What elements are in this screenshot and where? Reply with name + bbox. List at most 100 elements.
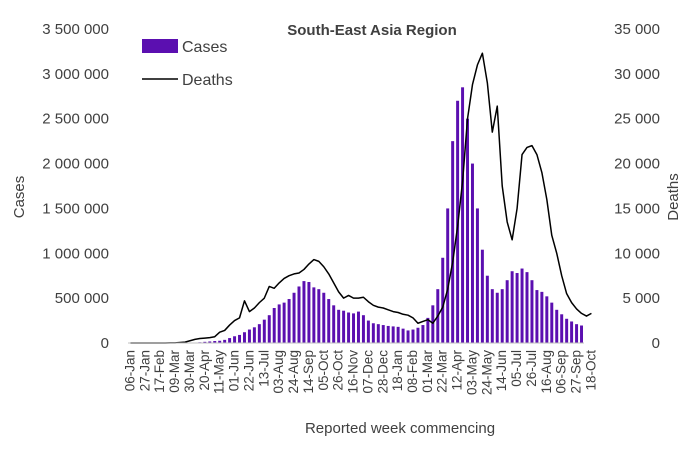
cases-bar — [490, 289, 494, 343]
cases-bar — [441, 257, 445, 343]
x-tick-label: 14-Sep — [301, 350, 316, 394]
cases-bar — [257, 324, 261, 343]
x-tick-label: 06-Sep — [554, 350, 569, 394]
cases-bars — [183, 87, 583, 344]
x-tick-label: 14-Jun — [494, 350, 509, 391]
cases-bar — [238, 334, 241, 343]
x-tick-label: 16-Nov — [346, 350, 361, 394]
left-tick-label: 3 000 000 — [42, 66, 109, 83]
cases-bar — [391, 326, 395, 343]
cases-bar — [203, 341, 207, 343]
legend-swatch-cases — [142, 39, 178, 53]
x-tick-label: 22-Jun — [241, 350, 256, 391]
cases-bar — [297, 286, 301, 343]
cases-bar — [361, 315, 365, 343]
x-tick-label: 26-Oct — [331, 350, 346, 391]
cases-bar — [426, 317, 430, 343]
cases-bar — [545, 296, 549, 343]
x-tick-label: 24-May — [479, 350, 494, 395]
cases-bar — [322, 292, 326, 343]
legend-label-deaths: Deaths — [182, 72, 233, 89]
cases-bar — [485, 275, 489, 343]
x-tick-label: 27-Jan — [137, 350, 152, 391]
right-tick-label: 15 000 — [614, 200, 660, 217]
right-tick-label: 5 000 — [622, 290, 660, 307]
x-tick-label: 01-Jun — [227, 350, 242, 391]
cases-bar — [550, 302, 554, 343]
right-tick-label: 25 000 — [614, 111, 660, 128]
cases-bar — [247, 329, 251, 343]
x-tick-label: 01-Mar — [420, 350, 435, 393]
legend: Cases Deaths — [142, 39, 233, 89]
cases-bar — [262, 319, 266, 343]
cases-bar — [411, 329, 415, 343]
x-tick-label: 11-May — [212, 350, 227, 394]
x-axis-title: Reported week commencing — [305, 420, 495, 437]
cases-bar — [565, 318, 569, 343]
right-tick-label: 20 000 — [614, 156, 660, 173]
cases-bar — [302, 281, 306, 343]
cases-bar — [218, 340, 222, 343]
cases-bar — [317, 289, 321, 343]
cases-bar — [342, 310, 346, 343]
cases-bar — [475, 208, 479, 343]
left-tick-label: 500 000 — [55, 290, 109, 307]
x-axis-ticks: 06-Jan 27-Jan 17-Feb 09-Mar 30-Mar 20-Apr 11-M… — [122, 350, 598, 396]
cases-bar — [287, 299, 291, 343]
cases-bar — [267, 315, 271, 343]
cases-bar — [466, 118, 469, 344]
cases-bar — [356, 311, 360, 343]
left-tick-label: 0 — [101, 335, 109, 352]
x-tick-label: 17-Feb — [152, 350, 167, 393]
cases-bar — [535, 290, 539, 343]
cases-bar — [500, 289, 504, 343]
x-tick-label: 26-Jul — [524, 350, 539, 387]
cases-bar — [560, 314, 564, 343]
x-tick-label: 08-Feb — [405, 350, 420, 393]
cases-bar — [525, 272, 529, 343]
cases-bar — [272, 308, 276, 343]
cases-bar — [580, 325, 583, 343]
cases-bar — [252, 327, 256, 343]
cases-bar — [480, 249, 484, 343]
left-tick-label: 2 000 000 — [42, 156, 109, 173]
x-tick-label: 24-Aug — [286, 350, 301, 394]
x-tick-label: 09-Mar — [167, 350, 182, 393]
cases-bar — [555, 309, 559, 343]
right-axis-ticks: 0 5 000 10 000 15 000 20 000 25 000 30 000 35 0… — [614, 21, 660, 352]
x-tick-label: 28-Dec — [375, 350, 390, 394]
cases-bar — [575, 324, 579, 343]
cases-bar — [381, 325, 385, 343]
cases-bar — [337, 309, 341, 343]
cases-bar — [406, 330, 410, 343]
right-tick-label: 0 — [652, 335, 660, 352]
cases-bar — [352, 313, 355, 343]
x-tick-label: 03-May — [464, 350, 479, 395]
cases-bar — [416, 327, 420, 343]
cases-bar — [347, 312, 351, 343]
x-tick-label: 27-Sep — [569, 350, 584, 394]
x-tick-label: 03-Aug — [271, 350, 286, 394]
cases-bar — [242, 332, 246, 343]
cases-bar — [332, 305, 336, 343]
x-tick-label: 18-Oct — [583, 350, 598, 391]
cases-bar — [223, 339, 227, 343]
x-tick-label: 05-Oct — [316, 350, 331, 391]
x-tick-label: 20-Apr — [197, 350, 212, 391]
x-tick-label: 06-Jan — [122, 350, 137, 391]
x-tick-label: 22-Mar — [435, 350, 450, 393]
cases-bar — [431, 305, 435, 343]
cases-bar — [327, 299, 331, 343]
cases-bar — [307, 281, 311, 343]
chart-title: South-East Asia Region — [287, 22, 456, 39]
x-tick-label: 16-Aug — [539, 350, 554, 394]
cases-bar — [510, 271, 514, 343]
cases-bar — [520, 268, 524, 343]
cases-bar — [540, 291, 544, 343]
cases-bar — [505, 280, 509, 343]
left-tick-label: 2 500 000 — [42, 111, 109, 128]
cases-bar — [277, 304, 281, 343]
cases-bar — [570, 321, 574, 343]
